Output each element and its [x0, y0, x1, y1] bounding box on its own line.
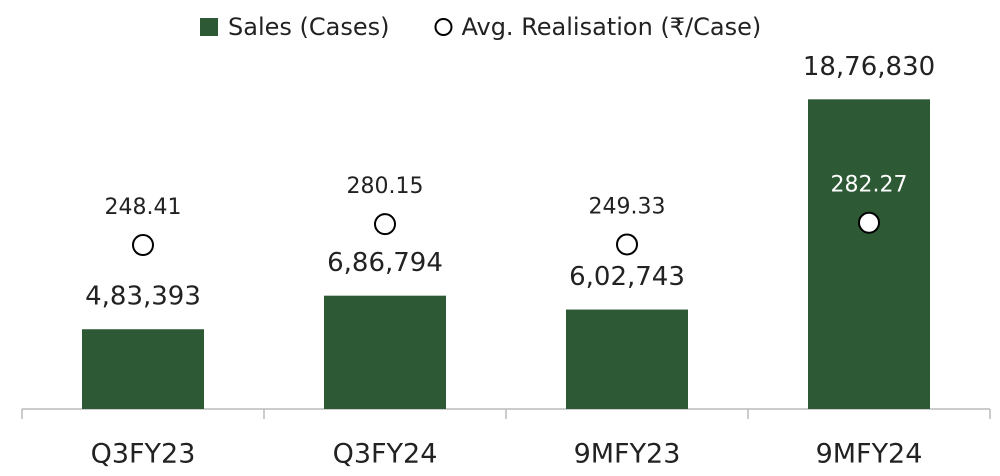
marker-value-label: 248.41	[105, 195, 182, 220]
bar	[566, 309, 688, 409]
marker	[858, 211, 880, 234]
marker-value-label: 249.33	[589, 194, 666, 219]
x-tick-label: Q3FY24	[333, 439, 438, 470]
bar	[82, 329, 204, 409]
bar-value-label: 6,86,794	[327, 248, 443, 278]
marker	[374, 213, 396, 236]
x-tick-label: 9MFY24	[816, 439, 923, 470]
marker	[132, 234, 154, 257]
bar	[808, 99, 930, 409]
bar-value-label: 6,02,743	[569, 262, 685, 292]
marker-value-label: 280.15	[347, 174, 424, 199]
marker	[616, 233, 638, 256]
x-tick-label: Q3FY23	[91, 439, 196, 470]
legend-swatch	[200, 18, 218, 36]
x-tick-label: 9MFY23	[574, 439, 681, 470]
legend-label: Avg. Realisation (₹/Case)	[461, 13, 761, 41]
bar-value-label: 18,76,830	[803, 52, 935, 82]
bar	[324, 295, 446, 409]
bar-value-label: 4,83,393	[85, 282, 201, 312]
marker-value-label: 282.27	[831, 173, 908, 198]
legend-swatch	[434, 18, 453, 36]
legend-label: Sales (Cases)	[228, 13, 389, 41]
